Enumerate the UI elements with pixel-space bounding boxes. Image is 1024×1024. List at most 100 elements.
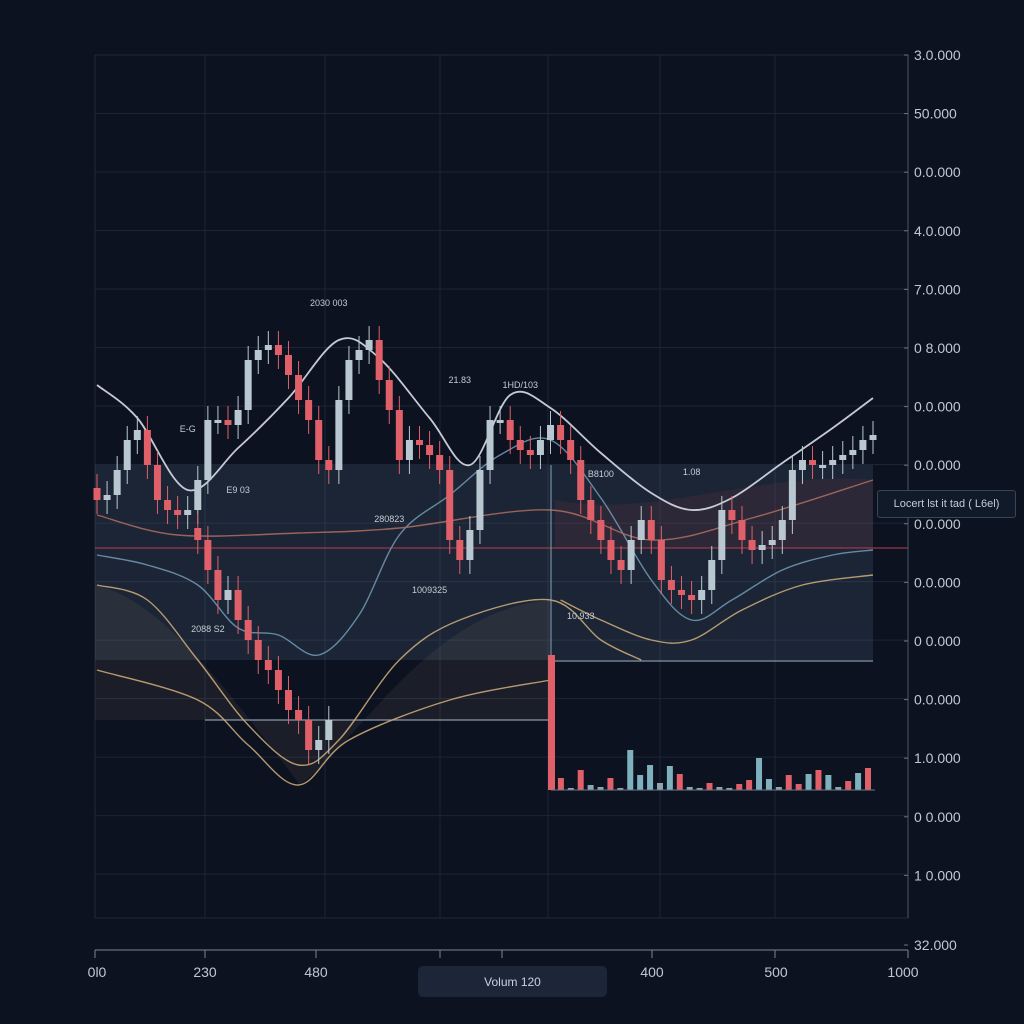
x-tick-label: 230: [193, 964, 217, 980]
candle-body: [708, 560, 716, 590]
candle-body: [516, 440, 524, 450]
y-tick-label: 3.0.000: [914, 47, 961, 63]
volume-bar: [825, 775, 832, 790]
price-annotation: 10.933: [567, 611, 595, 621]
candle-body: [456, 540, 464, 560]
candle-body: [385, 380, 393, 410]
candle-body: [284, 355, 292, 375]
candle-body: [506, 420, 514, 440]
volume-bar: [706, 783, 713, 790]
y-tick-label: 1 0.000: [914, 867, 961, 883]
y-tick-label: 0.0.000: [914, 692, 961, 708]
line-orange-upper: [96, 584, 642, 767]
price-annotation: B8100: [588, 469, 614, 479]
candle-body: [184, 510, 192, 515]
y-tick-label: 50.000: [914, 106, 957, 122]
main-candles: [93, 326, 877, 614]
volume-bar: [656, 783, 663, 790]
candle-body: [224, 420, 232, 425]
volume-bar: [567, 788, 574, 790]
candle-body: [446, 470, 454, 540]
candle-body: [93, 488, 101, 500]
candle-body: [113, 470, 121, 495]
candle-body: [667, 580, 675, 590]
volume-bar: [865, 768, 871, 790]
volume-bar: [577, 770, 584, 790]
candle-body: [133, 430, 141, 440]
candle-body: [305, 720, 313, 750]
candle-body: [295, 710, 303, 720]
candle-body: [496, 420, 504, 423]
volume-bar: [696, 788, 703, 790]
candle-body: [547, 425, 555, 440]
line-orange-lower: [96, 669, 551, 786]
candle-body: [718, 510, 726, 560]
candle-body: [829, 460, 837, 465]
volume-bar: [746, 780, 753, 790]
candle-body: [536, 440, 544, 455]
volume-bar: [785, 775, 792, 790]
candle-body: [526, 450, 534, 455]
volume-bar: [666, 766, 673, 790]
candle-body: [325, 460, 333, 470]
price-annotation: E-G: [180, 424, 196, 434]
price-annotation: 1.08: [683, 467, 701, 477]
volume-bar: [607, 778, 614, 790]
candle-body: [426, 445, 434, 455]
candle-body: [627, 540, 635, 570]
candle-body: [819, 465, 827, 468]
candle-body: [274, 670, 282, 690]
y-tick-label: 0 8.000: [914, 340, 961, 356]
candle-body: [164, 500, 172, 510]
candle-body: [295, 375, 303, 400]
candle-body: [809, 460, 817, 465]
candle-body: [274, 345, 282, 355]
volume-bar: [765, 779, 772, 790]
y-tick-label: 0.0.000: [914, 164, 961, 180]
candle-body: [788, 470, 796, 520]
candle-body: [305, 400, 313, 420]
candle-body: [355, 350, 363, 360]
y-tick-label: 4.0.000: [914, 223, 961, 239]
volume-bar: [597, 787, 604, 790]
candle-body: [617, 560, 625, 570]
volume-bar: [676, 774, 683, 790]
candle-body: [315, 740, 323, 750]
candle-body: [174, 510, 182, 515]
volume-button[interactable]: Volum 120: [418, 966, 607, 997]
volume-bar: [845, 781, 852, 790]
y-tick-label: 0 0.000: [914, 809, 961, 825]
line-orange-right: [560, 574, 874, 644]
candle-body: [758, 545, 766, 550]
candle-body: [607, 540, 615, 560]
candle-body: [778, 520, 786, 540]
price-annotation: 2088 S2: [191, 624, 225, 634]
candle-body: [728, 510, 736, 520]
candle-body: [597, 520, 605, 540]
candle-body: [254, 350, 262, 360]
volume-bar: [835, 787, 842, 790]
volume-bar: [726, 788, 733, 790]
candle-body: [869, 435, 877, 440]
lower-candles: [194, 514, 333, 764]
candle-body: [738, 520, 746, 540]
x-tick-label: 0l0: [88, 964, 107, 980]
candle-body: [466, 530, 474, 560]
candle-body: [748, 540, 756, 550]
candle-body: [486, 420, 494, 470]
volume-bar: [805, 774, 812, 790]
candle-body: [204, 540, 212, 570]
candle-body: [476, 470, 484, 530]
price-annotation: 280823: [374, 514, 404, 524]
candle-body: [436, 455, 444, 470]
volume-bar: [557, 778, 564, 790]
y-tick-label: 0.0.000: [914, 399, 961, 415]
candle-body: [224, 590, 232, 600]
price-annotation: 1009325: [412, 585, 447, 595]
candle-body: [375, 340, 383, 380]
y-tick-label: 32.000: [914, 937, 957, 953]
candle-body: [839, 455, 847, 460]
y-tick-label: 0.0.000: [914, 516, 961, 532]
candle-body: [405, 440, 413, 460]
